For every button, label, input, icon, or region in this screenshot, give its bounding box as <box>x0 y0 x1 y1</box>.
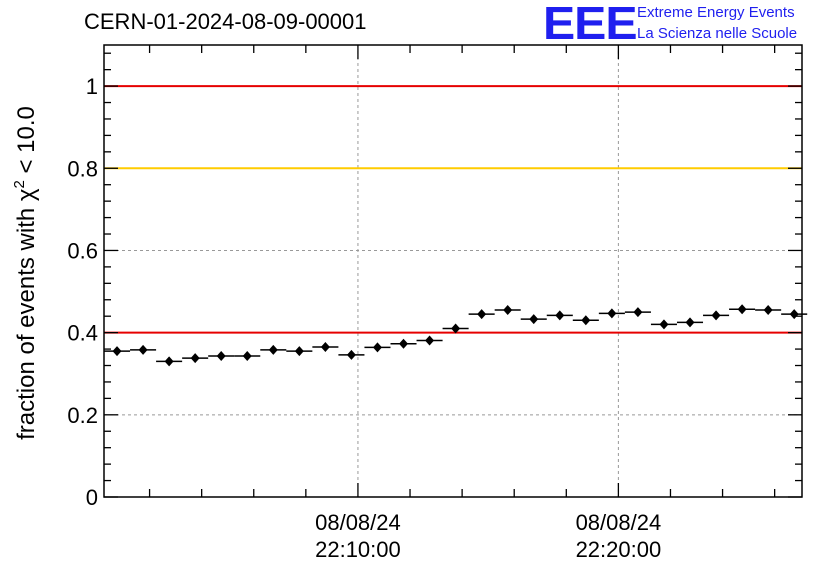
data-point <box>624 307 651 318</box>
plot-frame <box>103 44 803 498</box>
data-point <box>260 344 287 355</box>
data-point-marker <box>425 335 435 346</box>
data-point-marker <box>477 309 487 320</box>
data-point <box>208 351 235 362</box>
y-tick-label: 0.6 <box>67 238 98 263</box>
data-point-marker <box>346 349 356 360</box>
data-point-marker <box>737 304 747 315</box>
data-point <box>781 309 808 320</box>
y-tick-label: 0.4 <box>67 321 98 346</box>
data-point-marker <box>581 315 591 326</box>
data-point-marker <box>789 309 799 320</box>
eee-logo: EEE <box>543 0 638 49</box>
data-point <box>729 304 756 315</box>
data-point <box>520 314 547 325</box>
data-point <box>104 346 131 357</box>
data-point <box>390 338 417 349</box>
data-point <box>364 342 391 353</box>
logo-subtitle-line-2: La Scienza nelle Scuole <box>637 25 798 42</box>
y-tick-label: 0.8 <box>67 156 98 181</box>
data-point <box>338 349 365 360</box>
y-tick-label: 1 <box>86 74 98 99</box>
x-tick-time-label: 22:10:00 <box>315 537 401 562</box>
y-tick-label: 0.2 <box>67 403 98 428</box>
data-point <box>156 356 183 367</box>
data-point <box>130 344 157 355</box>
data-point-marker <box>399 338 409 349</box>
data-point <box>312 342 339 353</box>
data-point <box>676 317 704 328</box>
data-point <box>442 323 469 334</box>
data-point-marker <box>503 305 513 316</box>
x-tick-date-label: 08/08/24 <box>576 510 662 535</box>
data-point-marker <box>164 356 174 367</box>
data-point-marker <box>190 353 200 364</box>
data-point <box>468 309 495 320</box>
data-point <box>182 353 209 364</box>
data-point <box>494 305 521 316</box>
data-point-marker <box>372 342 382 353</box>
data-point <box>703 310 730 321</box>
data-point-marker <box>659 319 669 330</box>
data-point-marker <box>685 317 695 328</box>
data-point-marker <box>711 310 721 321</box>
data-point <box>234 351 261 362</box>
data-point-marker <box>451 323 461 334</box>
data-point <box>416 335 443 346</box>
x-tick-date-label: 08/08/24 <box>315 510 401 535</box>
data-point-marker <box>216 351 226 362</box>
data-point <box>650 319 677 330</box>
data-point <box>755 305 782 316</box>
data-point-marker <box>320 342 330 353</box>
data-point-marker <box>529 314 539 325</box>
data-point-marker <box>607 308 617 319</box>
data-point-marker <box>138 344 148 355</box>
data-point-marker <box>112 346 122 357</box>
data-point <box>598 308 625 319</box>
data-point <box>546 310 573 321</box>
data-point-marker <box>555 310 565 321</box>
data-point-marker <box>242 351 252 362</box>
data-point <box>286 346 313 357</box>
y-axis-label: fraction of events with χ2 < 10.0 <box>11 106 40 440</box>
data-point-marker <box>268 344 278 355</box>
logo-subtitle-line-1: Extreme Energy Events <box>637 4 795 21</box>
y-tick-label: 0 <box>86 485 98 510</box>
run-title: CERN-01-2024-08-09-00001 <box>84 9 367 34</box>
x-tick-time-label: 22:20:00 <box>576 537 662 562</box>
data-point-marker <box>763 305 773 316</box>
data-point-marker <box>633 307 643 318</box>
data-point <box>572 315 599 326</box>
data-point-marker <box>294 346 304 357</box>
